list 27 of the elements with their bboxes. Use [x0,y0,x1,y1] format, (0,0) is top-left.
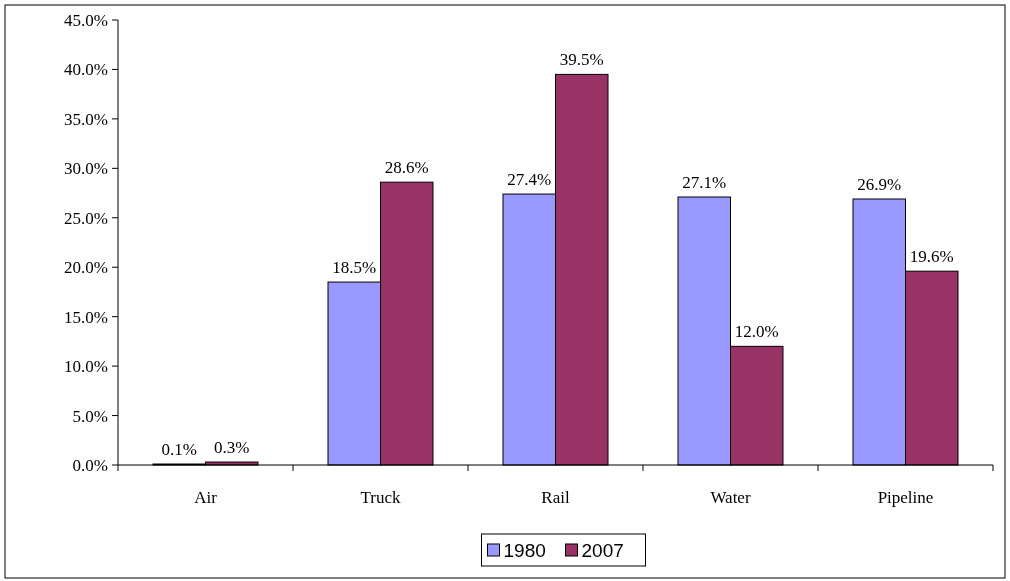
data-label: 19.6% [909,247,954,267]
x-tick-label: Water [710,488,751,507]
y-tick-label: 0.0% [72,455,108,475]
y-tick-label: 5.0% [72,406,108,426]
x-tick-label: Rail [541,488,570,507]
y-tick-label: 20.0% [64,258,108,278]
y-tick-label: 35.0% [64,109,108,129]
y-tick-label: 15.0% [64,307,108,327]
y-tick-label: 45.0% [64,10,108,30]
data-label: 0.1% [161,440,197,460]
data-label: 28.6% [384,158,429,178]
x-tick-label: Air [194,488,218,507]
y-tick-label: 10.0% [64,357,108,377]
y-tick-label: 30.0% [64,159,108,179]
data-label: 0.3% [214,438,250,458]
data-label: 39.5% [559,50,604,70]
y-tick-label: 25.0% [64,208,108,228]
x-tick-label: Pipeline [877,488,934,507]
x-tick-label: Truck [360,488,401,507]
legend-label: 2007 [581,539,624,561]
data-label: 12.0% [734,322,779,342]
data-label: 27.1% [682,173,727,193]
legend-label: 1980 [503,539,546,561]
data-label: 26.9% [857,174,902,194]
data-label: 27.4% [507,170,552,190]
data-label: 18.5% [332,258,377,278]
y-tick-label: 40.0% [64,60,108,80]
